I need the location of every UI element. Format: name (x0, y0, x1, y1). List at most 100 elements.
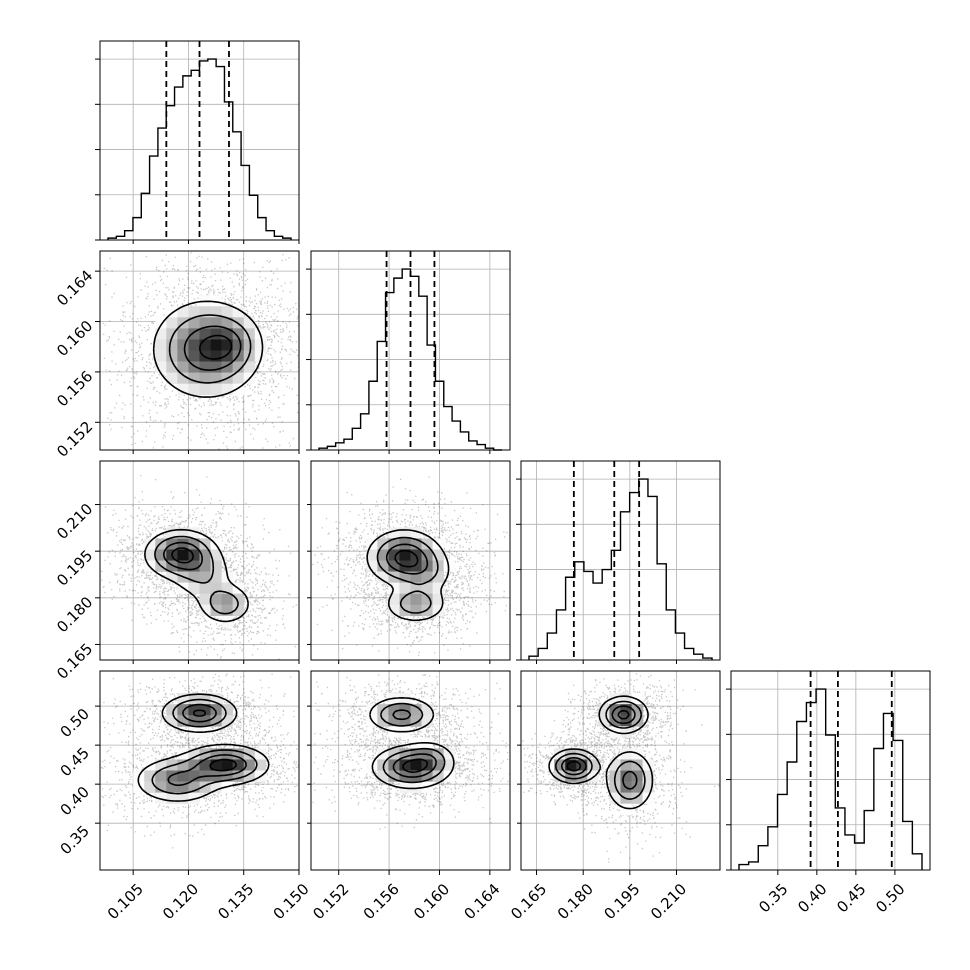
density-cell (243, 361, 256, 373)
density-cell (188, 549, 200, 561)
density-cell (631, 770, 643, 782)
contour-level-2 (560, 705, 638, 790)
density-cell (410, 593, 422, 606)
density-cell (188, 328, 200, 340)
density-cell (188, 693, 200, 705)
density-cell (377, 770, 389, 782)
density-cell (166, 317, 178, 329)
density-cell (199, 560, 211, 572)
contour-level-2 (183, 325, 242, 371)
density-cell (199, 361, 211, 373)
density-cell (232, 593, 245, 606)
contour-level-1 (151, 698, 258, 795)
density-cell (199, 604, 211, 617)
density-cell (210, 571, 222, 583)
density-cell (432, 770, 444, 782)
contour-level-1 (154, 535, 239, 615)
histogram-step-1 (318, 268, 502, 451)
density-cell (243, 328, 256, 340)
axes-frame (99, 460, 300, 661)
density-cell (199, 593, 211, 606)
density-cell (210, 372, 222, 384)
density-cell (188, 361, 200, 373)
y-tick-label: 0.165 (53, 640, 96, 683)
density-cell (377, 715, 389, 727)
density-cell (155, 538, 167, 550)
histogram-panel-2 (516, 460, 721, 661)
density-cell (243, 317, 256, 329)
y-tick-label: 0.160 (53, 317, 96, 360)
x-tick-label: 0.150 (270, 880, 313, 923)
density-cell (254, 350, 267, 362)
density-cell (166, 328, 178, 340)
density-cell (210, 582, 222, 594)
x-tick-label: 0.50 (872, 880, 908, 916)
axes-frame (310, 460, 511, 661)
density-cell (388, 593, 400, 606)
density-cell (177, 350, 189, 362)
density-cell (155, 317, 167, 329)
density-cell (377, 549, 389, 561)
y-tick-label: 0.35 (57, 822, 93, 858)
density-cell (210, 715, 222, 727)
density-cell (177, 306, 189, 318)
x-axis-3: 0.35 0.40 0.45 0.50 (755, 870, 909, 916)
density-cell (620, 715, 632, 727)
axes-frame (310, 670, 511, 871)
density-cell (166, 715, 178, 727)
density-cell (177, 383, 189, 396)
density-cell (232, 372, 245, 384)
y-tick-label: 0.50 (57, 705, 93, 741)
density-cell (432, 593, 444, 606)
density-cell (609, 792, 621, 804)
density-cell (565, 770, 577, 782)
density-cell (166, 770, 178, 782)
density-cell (188, 383, 200, 396)
contour-level-2 (163, 541, 203, 571)
x-tick-label: 0.120 (159, 880, 202, 923)
density-cell (177, 372, 189, 384)
density-cell (432, 549, 444, 561)
density-cell (399, 527, 411, 539)
density-cell (443, 759, 456, 771)
scatter-panel-0-3 (99, 670, 300, 871)
density-cell (554, 748, 566, 760)
density-cell (221, 715, 233, 727)
contour-level-1 (380, 702, 446, 784)
contour-level-0 (548, 695, 654, 810)
density-cell (377, 748, 389, 760)
density-cell (620, 759, 632, 771)
density-cell (188, 770, 200, 782)
density-cell (221, 759, 233, 771)
density-cell (410, 604, 422, 617)
density-cell (421, 549, 433, 561)
density-cell (232, 759, 245, 771)
density-cell (155, 339, 167, 351)
contour-level-1 (168, 314, 252, 384)
density-cell (221, 317, 233, 329)
density-cell (188, 350, 200, 362)
density-cell (565, 759, 577, 771)
density-cell (377, 560, 389, 572)
histogram-step-3 (738, 688, 923, 870)
axes-frame (310, 250, 511, 451)
contour-level-3 (402, 758, 428, 773)
contour-level-3 (198, 334, 233, 360)
x-tick-label: 0.156 (360, 880, 403, 923)
density-cell (166, 781, 178, 793)
density-cell (631, 759, 643, 771)
contour-level-2 (392, 709, 437, 778)
density-cell (642, 792, 654, 804)
density-cell (199, 372, 211, 384)
density-cell (199, 317, 211, 329)
density-cell (388, 527, 400, 539)
scatter-panel-0-1 (99, 250, 300, 451)
contour-level-2 (385, 543, 429, 575)
y-tick-label: 0.45 (57, 744, 93, 780)
density-cell (199, 306, 211, 318)
density-cell (421, 715, 433, 727)
density-cell (410, 704, 422, 716)
density-cell (166, 339, 178, 351)
density-cell (221, 704, 233, 716)
